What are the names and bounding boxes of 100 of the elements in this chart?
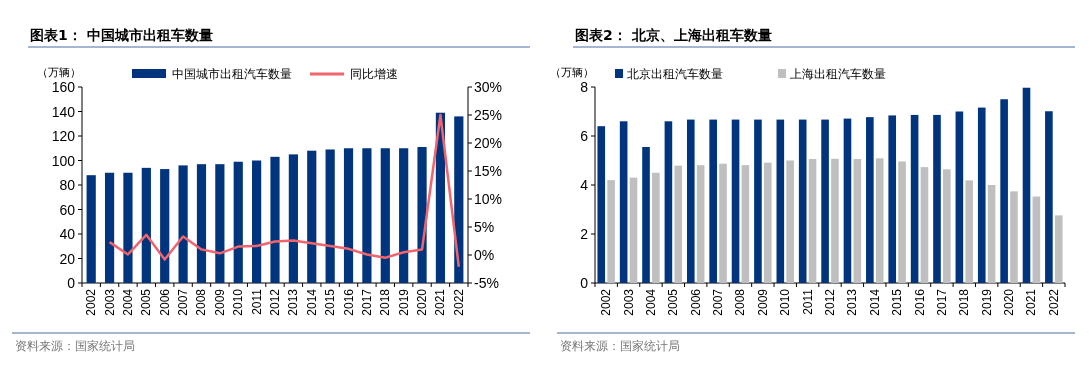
x-tick-label: 2006 [688, 288, 703, 316]
bar [307, 150, 317, 283]
bar [380, 148, 390, 283]
y-tick-label: 80 [59, 177, 76, 193]
x-tick-label: 2019 [396, 288, 411, 316]
x-tick-label: 2017 [359, 288, 374, 316]
bar [343, 148, 354, 283]
bar [776, 119, 785, 283]
y-tick-label: 120 [51, 128, 76, 144]
bar [86, 175, 96, 283]
x-tick-label: 2019 [979, 288, 994, 316]
bar [898, 161, 906, 283]
x-tick-label: 2016 [912, 288, 927, 316]
x-tick-label: 2013 [845, 288, 860, 316]
bar [798, 119, 807, 283]
x-tick-label: 2013 [286, 288, 301, 316]
bar [709, 119, 717, 283]
x-tick-label: 2003 [621, 288, 636, 316]
bar [933, 114, 941, 283]
x-tick-label: 2008 [733, 288, 748, 316]
x-tick-label: 2005 [666, 288, 681, 316]
bar [104, 172, 115, 283]
legend-label: 中国城市出租汽车数量 [172, 67, 292, 81]
x-tick-label: 2022 [1046, 288, 1061, 316]
bar [454, 116, 464, 283]
bar [123, 172, 133, 283]
x-tick-label: 2011 [249, 288, 264, 315]
x-tick-label: 2021 [433, 288, 448, 316]
y2-tick-label: 25% [474, 107, 503, 123]
bar [831, 158, 839, 283]
bar [362, 148, 372, 283]
bar [417, 147, 427, 283]
y-tick-label: 100 [51, 152, 76, 169]
bar [141, 167, 151, 283]
x-tick-label: 2003 [102, 288, 117, 316]
legend-label: 上海出租汽车数量 [790, 67, 886, 81]
bar [741, 165, 750, 283]
y-tick-label: 4 [580, 177, 589, 193]
x-tick-label: 2007 [176, 288, 191, 316]
bar [325, 149, 335, 283]
bar [731, 119, 740, 283]
bar [270, 156, 280, 283]
x-tick-label: 2021 [1024, 288, 1039, 316]
x-tick-label: 2012 [268, 288, 282, 316]
x-tick-label: 2011 [800, 288, 815, 315]
bar [1045, 111, 1053, 283]
bar [686, 119, 695, 283]
x-tick-label: 2014 [867, 288, 882, 316]
y-tick-label: 140 [51, 103, 76, 120]
bar [1032, 196, 1041, 283]
y-axis-title: （万辆） [37, 66, 81, 79]
x-tick-label: 2015 [890, 288, 905, 316]
y2-tick-label: 15% [474, 163, 503, 179]
x-tick-label: 2009 [755, 288, 770, 316]
bar [215, 164, 225, 283]
y2-tick-label: 5% [474, 219, 495, 235]
bar [943, 169, 951, 283]
bar [786, 160, 794, 283]
y-tick-label: 20 [59, 250, 76, 267]
x-tick-label: 2007 [711, 288, 726, 316]
x-tick-label: 2014 [304, 288, 319, 316]
bar [597, 126, 606, 283]
bar [233, 161, 243, 283]
bar [875, 158, 884, 283]
bar [607, 180, 615, 283]
bar [821, 119, 829, 283]
bar [664, 121, 673, 283]
bar [288, 154, 298, 283]
x-tick-label: 2020 [1002, 288, 1017, 316]
bar [696, 165, 705, 283]
x-tick-label: 2017 [934, 288, 949, 316]
chart-title: 图表1： 中国城市出租车数量 [30, 27, 213, 43]
bar [196, 164, 207, 283]
bar [1022, 87, 1031, 283]
bar [808, 159, 817, 283]
x-tick-label: 2015 [323, 288, 338, 316]
bar [955, 111, 964, 283]
y-tick-label: 60 [59, 201, 76, 218]
bar [652, 172, 660, 283]
text: 资料来源：国家统计局 [560, 339, 680, 353]
bar [853, 159, 862, 283]
bar [619, 121, 628, 283]
x-tick-label: 2004 [120, 288, 135, 316]
bar [754, 119, 762, 283]
bar [763, 162, 772, 283]
x-tick-label: 2018 [378, 288, 393, 316]
bar [399, 148, 409, 283]
y-tick-label: 160 [51, 79, 76, 95]
bar [977, 107, 986, 283]
y-tick-label: 40 [59, 226, 76, 242]
x-tick-label: 2009 [212, 288, 227, 316]
bar [910, 114, 919, 283]
bar [843, 118, 852, 283]
x-tick-label: 2020 [415, 288, 430, 316]
y2-tick-label: -5% [474, 275, 499, 291]
x-tick-label: 2005 [139, 288, 154, 316]
y2-tick-label: 20% [474, 135, 503, 151]
legend-label: 北京出租汽车数量 [627, 67, 723, 81]
bar [1000, 99, 1008, 283]
x-tick-label: 2010 [778, 288, 793, 316]
